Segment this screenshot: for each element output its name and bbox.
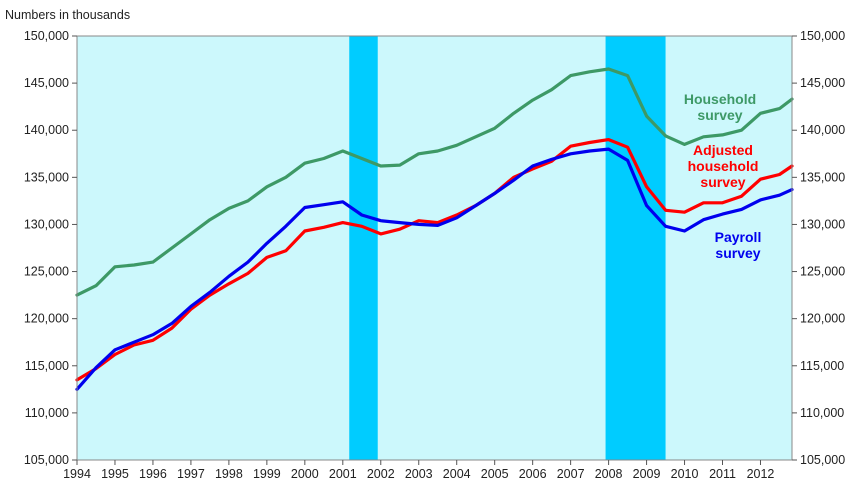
x-tick-label: 1996: [139, 467, 167, 481]
adjusted-series-label: Adjusted: [693, 142, 753, 158]
x-tick-label: 2012: [747, 467, 775, 481]
y-tick-label-left: 140,000: [24, 123, 69, 137]
y-tick-label-right: 135,000: [800, 170, 845, 184]
plot-frame: [76, 35, 793, 461]
x-tick-label: 2005: [481, 467, 509, 481]
x-tick-label: 2004: [443, 467, 471, 481]
x-tick-label: 2000: [291, 467, 319, 481]
x-tick-label: 2010: [671, 467, 699, 481]
y-tick-label-right: 120,000: [800, 312, 845, 326]
y-tick-label-right: 130,000: [800, 217, 845, 231]
household-series-label: Household: [684, 91, 756, 107]
x-tick-label: 2003: [405, 467, 433, 481]
x-tick-label: 1995: [101, 467, 129, 481]
x-tick-label: 1999: [253, 467, 281, 481]
y-tick-label-left: 115,000: [25, 359, 69, 373]
y-tick-label-right: 140,000: [800, 123, 845, 137]
x-tick-label: 2009: [633, 467, 661, 481]
payroll-series-label: survey: [715, 245, 760, 261]
payroll-series-label: Payroll: [715, 229, 762, 245]
x-tick-label: 2006: [519, 467, 547, 481]
series-labels: HouseholdsurveyAdjustedhouseholdsurveyPa…: [684, 91, 762, 261]
axes: 105,000 105,000 110,000 110,000 115,000 115,0…: [24, 29, 845, 481]
x-tick-label: 2001: [329, 467, 357, 481]
y-tick-label-left: 125,000: [24, 265, 69, 279]
x-tick-label: 1994: [63, 467, 91, 481]
x-tick-label: 2002: [367, 467, 395, 481]
y-tick-label-left: 120,000: [24, 312, 69, 326]
adjusted-series-label: survey: [700, 174, 745, 190]
units-label: Numbers in thousands: [5, 8, 130, 22]
adjusted-series-line: [75, 138, 794, 382]
y-tick-label-left: 130,000: [24, 217, 69, 231]
x-tick-label: 1997: [177, 467, 205, 481]
recession-band-0: [349, 36, 378, 460]
household-series-line: [75, 67, 794, 297]
recession-band-1: [605, 36, 666, 460]
y-tick-label-left: 105,000: [24, 453, 69, 467]
series-lines: [75, 67, 794, 391]
y-tick-label-right: 150,000: [800, 29, 845, 43]
x-tick-label: 2011: [709, 467, 736, 481]
x-tick-label: 1998: [215, 467, 243, 481]
y-tick-label-left: 135,000: [24, 170, 69, 184]
x-tick-label: 2007: [557, 467, 585, 481]
y-tick-label-left: 150,000: [24, 29, 69, 43]
y-tick-label-right: 110,000: [800, 406, 844, 420]
y-tick-label-left: 145,000: [24, 76, 69, 90]
y-tick-label-right: 125,000: [800, 265, 845, 279]
x-tick-label: 2008: [595, 467, 623, 481]
y-tick-label-right: 145,000: [800, 76, 845, 90]
y-tick-label-right: 115,000: [800, 359, 844, 373]
recession-bands: [349, 36, 666, 460]
y-tick-label-left: 110,000: [25, 406, 69, 420]
y-tick-label-right: 105,000: [800, 453, 845, 467]
plot-area: [77, 36, 792, 460]
payroll-series-line: [75, 147, 794, 391]
household-series-label: survey: [697, 107, 742, 123]
adjusted-series-label: household: [688, 158, 759, 174]
